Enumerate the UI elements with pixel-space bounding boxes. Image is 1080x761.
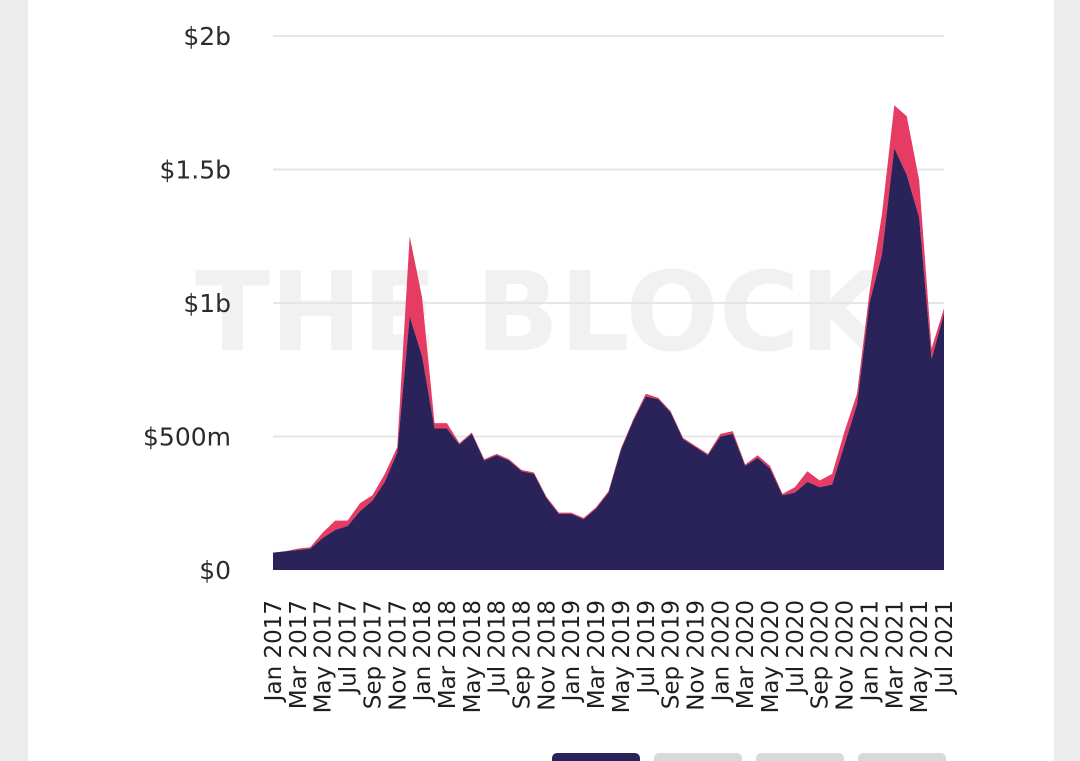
x-tick-label: Jul 2021 — [932, 600, 958, 696]
x-tick-label: Mar 2017 — [286, 600, 312, 709]
y-tick-label: $500m — [143, 423, 231, 452]
x-tick-label: Jul 2017 — [336, 600, 362, 696]
series-area-top — [273, 105, 944, 553]
x-tick-label: Mar 2021 — [882, 600, 908, 709]
series-toggle-button[interactable] — [756, 753, 844, 761]
series-toggle-button[interactable] — [654, 753, 742, 761]
x-tick-label: Nov 2017 — [385, 600, 411, 711]
y-tick-label: $1b — [183, 289, 231, 318]
x-tick-label: May 2018 — [460, 600, 486, 713]
y-axis-ticks: $0 $500m $1b $1.5b $2b — [143, 22, 231, 585]
x-tick-label: Jul 2020 — [783, 600, 809, 696]
x-tick-label: Jul 2019 — [634, 600, 660, 696]
x-tick-label: Sep 2017 — [360, 600, 386, 709]
x-tick-label: Sep 2019 — [659, 600, 685, 709]
x-tick-label: Nov 2018 — [534, 600, 560, 711]
x-tick-label: May 2019 — [609, 600, 635, 713]
toggle-button-shape[interactable] — [756, 753, 844, 761]
toggle-button-shape[interactable] — [552, 753, 640, 761]
x-tick-label: Sep 2020 — [808, 600, 834, 709]
watermark: THE BLOCK — [195, 248, 889, 376]
x-tick-label: Jan 2020 — [708, 600, 734, 703]
x-tick-label: Nov 2020 — [833, 600, 859, 711]
series-area-bottom — [273, 148, 944, 570]
x-tick-label: Jul 2018 — [485, 600, 511, 696]
y-tick-label: $2b — [183, 22, 231, 51]
x-tick-label: Mar 2020 — [733, 600, 759, 709]
x-tick-label: Sep 2018 — [510, 600, 536, 709]
x-tick-label: May 2020 — [758, 600, 784, 713]
x-tick-label: Nov 2019 — [683, 600, 709, 711]
toggle-button-shape[interactable] — [858, 753, 946, 761]
gridlines — [273, 35, 944, 438]
area-chart: THE BLOCK $0$500m$1b$1.5b$2b Jan 2017Mar… — [143, 22, 958, 761]
x-tick-label: May 2017 — [311, 600, 337, 713]
y-tick-label: $0 — [199, 556, 231, 585]
chart-card: THE BLOCK $0 $500m $1b $1.5b $2b Jan 2017 Mar… — [28, 0, 1054, 761]
x-tick-label: Jan 2019 — [559, 600, 585, 703]
x-tick-label: Jan 2021 — [857, 600, 883, 703]
x-tick-label: Jan 2017 — [261, 600, 287, 703]
series-areas — [273, 105, 944, 570]
y-tick-label: $1.5b — [159, 156, 231, 185]
x-tick-label: Jan 2018 — [410, 600, 436, 703]
x-tick-label: May 2021 — [907, 600, 933, 713]
toggle-button-shape[interactable] — [654, 753, 742, 761]
series-toggle-button[interactable] — [858, 753, 946, 761]
x-tick-label: Mar 2019 — [584, 600, 610, 709]
series-toggle-button[interactable] — [552, 753, 640, 761]
x-tick-label: Mar 2018 — [435, 600, 461, 709]
series-toggle-buttons — [552, 753, 946, 761]
